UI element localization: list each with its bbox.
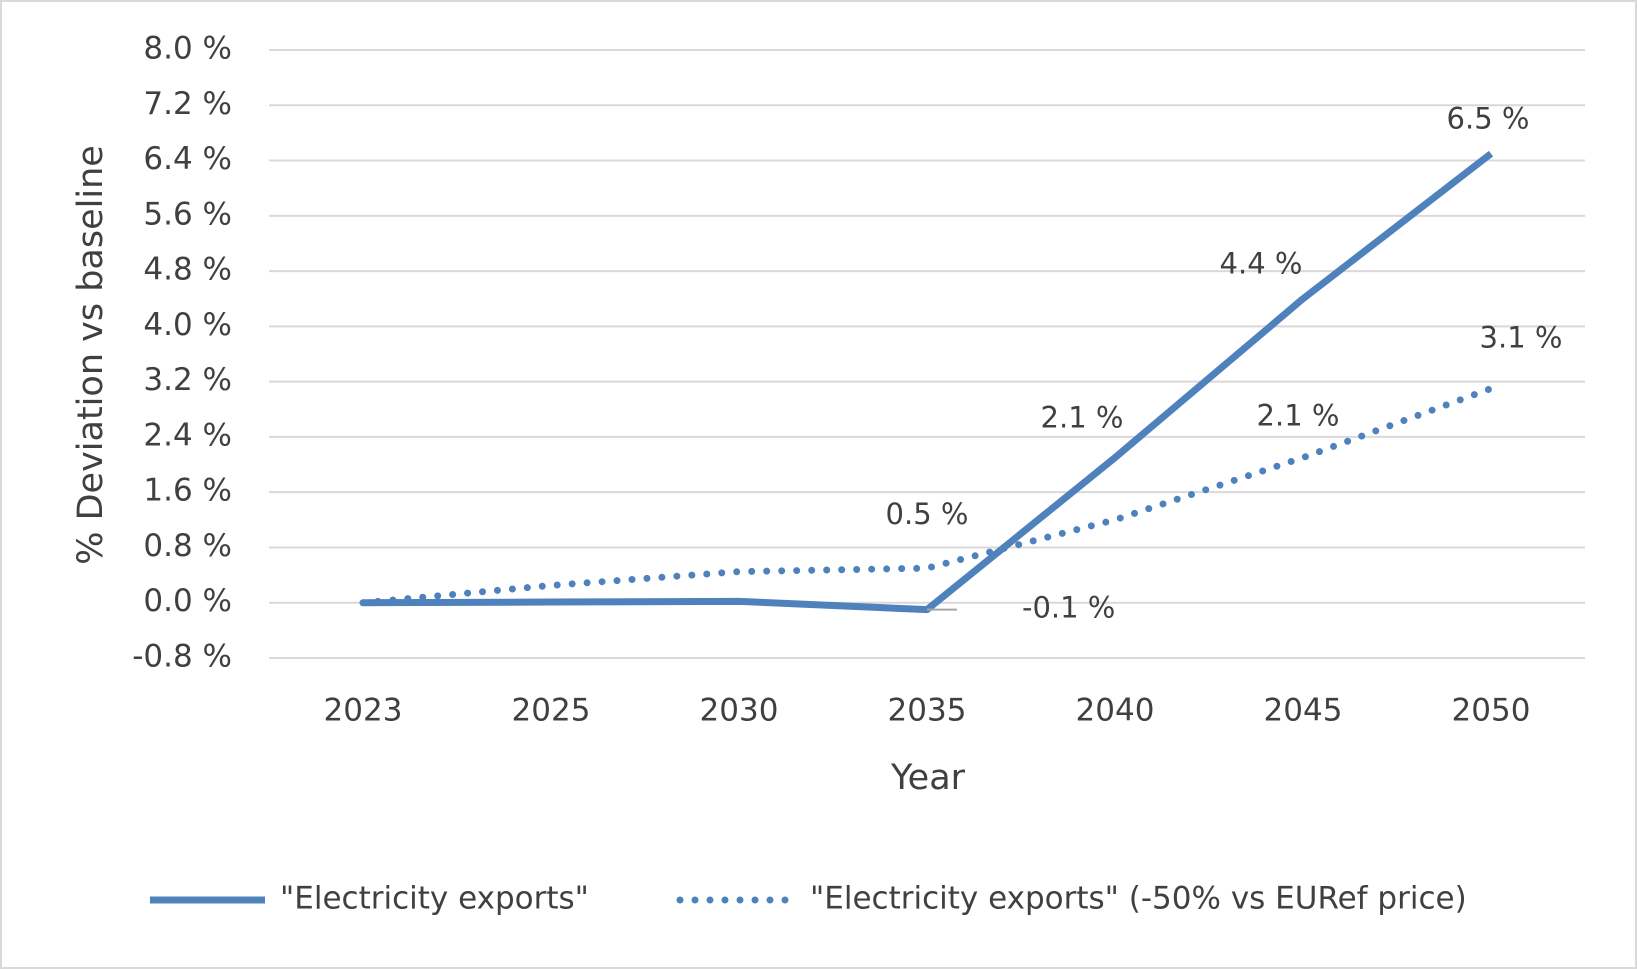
- x-axis-title: Year: [890, 758, 966, 798]
- data-label: 6.5 %: [1447, 102, 1530, 136]
- x-tick-label: 2025: [512, 693, 591, 729]
- legend-label: "Electricity exports": [280, 881, 589, 917]
- y-tick-label: 0.0 %: [143, 583, 232, 619]
- data-label: 0.5 %: [886, 497, 969, 531]
- y-axis-title: % Deviation vs baseline: [71, 145, 111, 565]
- data-label: 4.4 %: [1220, 247, 1303, 281]
- y-tick-label: 6.4 %: [143, 141, 232, 177]
- y-tick-label: 5.6 %: [143, 196, 232, 232]
- x-tick-label: 2040: [1076, 693, 1155, 729]
- x-tick-label: 2050: [1452, 693, 1531, 729]
- y-tick-label: 2.4 %: [143, 417, 232, 453]
- y-tick-label: 4.8 %: [143, 252, 232, 288]
- data-label: 2.1 %: [1257, 399, 1340, 433]
- y-tick-label: 1.6 %: [143, 473, 232, 509]
- y-tick-label: 8.0 %: [143, 31, 232, 67]
- data-label: 3.1 %: [1480, 321, 1563, 355]
- data-label: 2.1 %: [1041, 401, 1124, 435]
- series-line: [359, 385, 1495, 607]
- x-tick-label: 2035: [888, 693, 967, 729]
- x-tick-label: 2023: [324, 693, 403, 729]
- x-tick-label: 2045: [1264, 693, 1343, 729]
- y-tick-label: -0.8 %: [132, 639, 232, 675]
- legend-label: "Electricity exports" (-50% vs EURef pri…: [810, 881, 1467, 917]
- y-tick-label: 3.2 %: [143, 362, 232, 398]
- y-tick-label: 0.8 %: [143, 528, 232, 564]
- x-tick-label: 2030: [700, 693, 779, 729]
- y-tick-label: 7.2 %: [143, 86, 232, 122]
- y-tick-label: 4.0 %: [143, 307, 232, 343]
- data-label: -0.1 %: [1022, 591, 1115, 625]
